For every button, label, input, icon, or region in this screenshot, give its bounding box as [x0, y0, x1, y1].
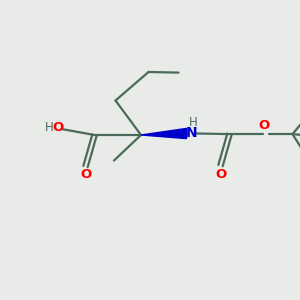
Text: O: O [258, 118, 270, 132]
Text: H: H [44, 121, 53, 134]
Text: O: O [215, 167, 226, 181]
Text: O: O [52, 121, 63, 134]
Polygon shape [141, 128, 187, 139]
Text: N: N [186, 126, 198, 140]
Text: H: H [189, 116, 198, 129]
Text: O: O [80, 168, 91, 182]
